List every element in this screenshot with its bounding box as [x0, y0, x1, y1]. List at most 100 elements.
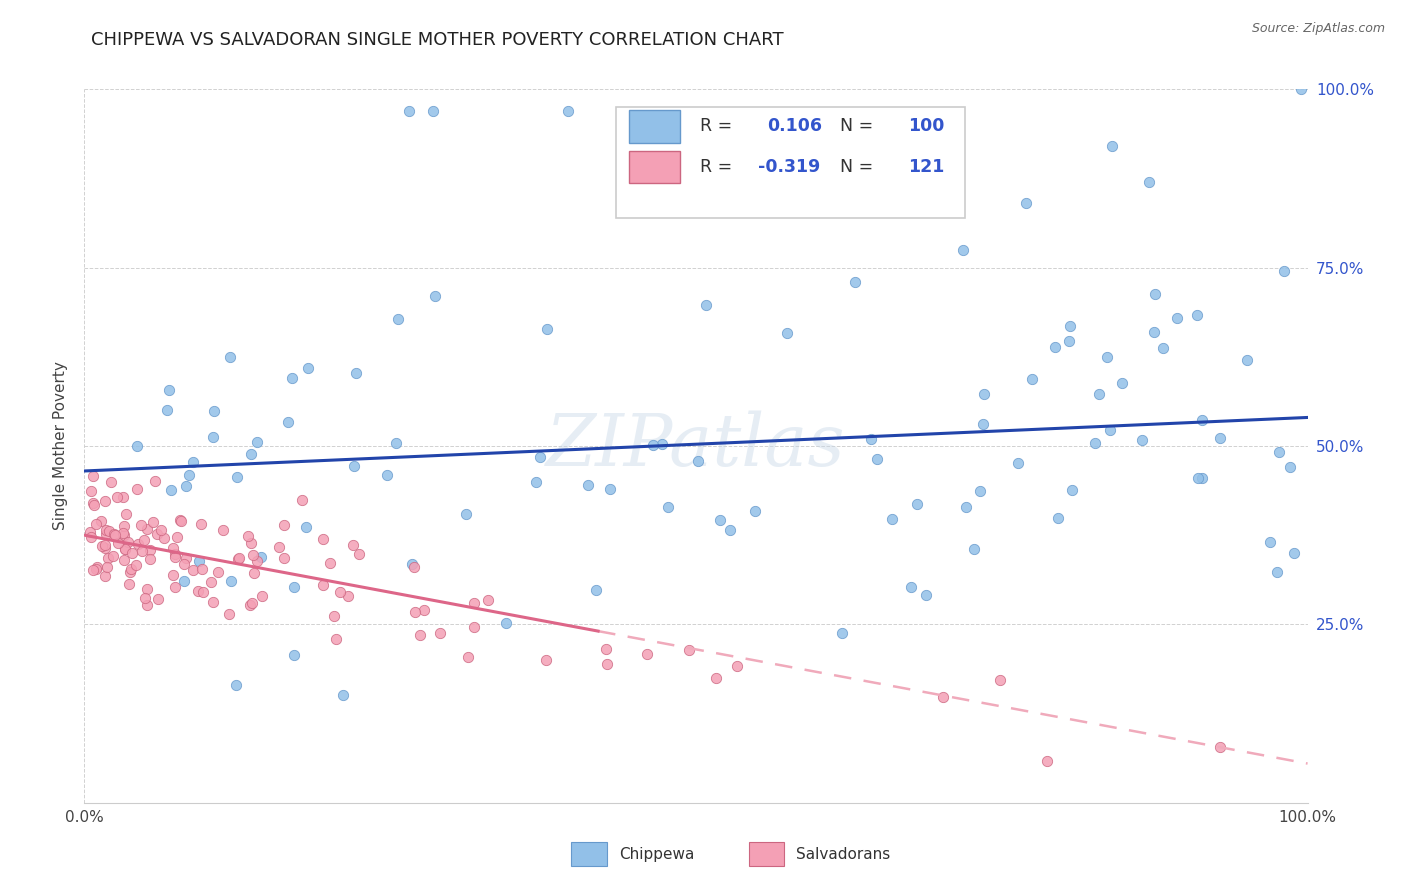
Point — [866, 452, 889, 467]
Point — [295, 519, 318, 533]
Point — [201, 595, 224, 609]
Point — [239, 447, 262, 461]
Point — [1268, 445, 1291, 459]
Point — [291, 492, 314, 507]
Point — [709, 513, 731, 527]
Point — [111, 490, 134, 504]
Text: N =: N = — [841, 158, 879, 176]
Point — [273, 551, 295, 566]
Point — [202, 404, 225, 418]
Text: -0.319: -0.319 — [758, 158, 821, 176]
Point — [250, 549, 273, 564]
Point — [695, 298, 717, 312]
Y-axis label: Single Mother Poverty: Single Mother Poverty — [53, 361, 69, 531]
Point — [1111, 376, 1133, 391]
Point — [149, 524, 172, 538]
Point — [104, 527, 127, 541]
Point — [94, 541, 117, 556]
Text: 100: 100 — [908, 118, 943, 136]
Point — [134, 591, 156, 605]
Point — [404, 605, 426, 619]
Point — [831, 625, 853, 640]
Point — [112, 553, 135, 567]
Point — [880, 512, 903, 526]
Point — [963, 541, 986, 556]
Point — [1130, 434, 1153, 448]
Point — [596, 657, 619, 671]
Point — [856, 196, 879, 211]
Point — [139, 543, 162, 558]
Point — [125, 482, 148, 496]
Point — [242, 596, 264, 610]
Point — [105, 490, 128, 504]
Point — [273, 517, 295, 532]
Point — [207, 565, 229, 579]
Point — [1187, 471, 1209, 485]
Point — [1278, 460, 1301, 475]
Text: N =: N = — [841, 118, 879, 136]
Point — [90, 514, 112, 528]
Point — [1272, 264, 1295, 278]
Point — [900, 580, 922, 594]
Point — [413, 603, 436, 617]
Point — [125, 439, 148, 453]
Point — [83, 498, 105, 512]
Point — [79, 524, 101, 539]
Point — [115, 508, 138, 522]
Point — [283, 580, 305, 594]
Point — [174, 479, 197, 493]
Point — [972, 417, 994, 431]
Point — [398, 103, 420, 118]
Point — [534, 653, 557, 667]
Point — [163, 547, 186, 561]
Point — [218, 607, 240, 622]
Point — [246, 435, 269, 450]
Point — [170, 515, 193, 529]
Point — [228, 551, 250, 566]
Point — [84, 516, 107, 531]
Point — [585, 582, 607, 597]
Point — [125, 558, 148, 573]
Point — [1057, 334, 1080, 349]
Point — [1098, 423, 1121, 437]
Point — [1166, 311, 1188, 326]
Point — [129, 517, 152, 532]
Point — [1282, 545, 1305, 559]
Point — [1265, 565, 1288, 579]
Point — [86, 560, 108, 574]
Point — [152, 532, 174, 546]
Point — [163, 580, 186, 594]
Point — [225, 470, 247, 484]
Point — [463, 596, 485, 610]
Point — [323, 608, 346, 623]
Point — [163, 550, 186, 565]
Point — [595, 641, 617, 656]
Point — [143, 474, 166, 488]
Point — [1291, 82, 1313, 96]
Point — [225, 678, 247, 692]
Point — [82, 496, 104, 510]
Point — [1095, 350, 1118, 364]
Point — [1101, 139, 1123, 153]
Point — [173, 557, 195, 571]
Point — [181, 563, 204, 577]
Point — [312, 533, 335, 547]
Point — [200, 575, 222, 590]
Point — [1258, 534, 1281, 549]
Point — [281, 371, 304, 385]
Point — [905, 498, 928, 512]
Point — [1046, 510, 1069, 524]
Point — [1062, 483, 1084, 497]
Point — [1185, 309, 1208, 323]
Point — [347, 547, 370, 561]
Point — [187, 554, 209, 568]
Point — [219, 350, 242, 364]
Point — [202, 429, 225, 443]
FancyBboxPatch shape — [628, 110, 681, 143]
Point — [1084, 435, 1107, 450]
Point — [969, 484, 991, 499]
Point — [114, 528, 136, 542]
Point — [1059, 318, 1081, 333]
Point — [344, 366, 367, 380]
Point — [332, 688, 354, 702]
